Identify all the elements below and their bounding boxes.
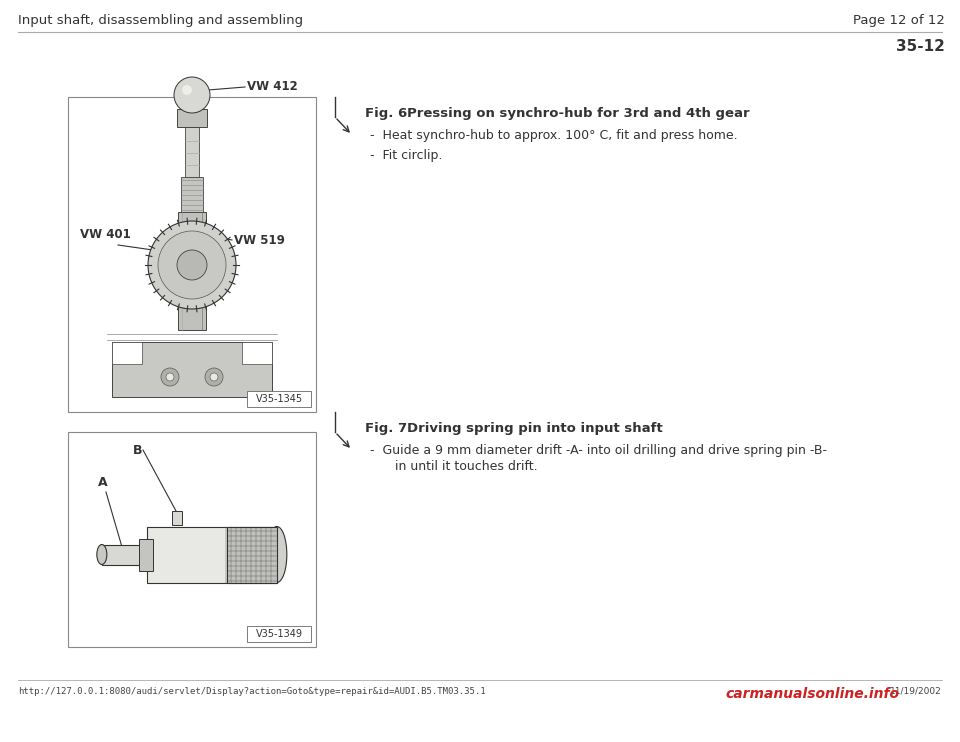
Bar — [147, 527, 276, 582]
Text: -  Heat synchro-hub to approx. 100° C, fit and press home.: - Heat synchro-hub to approx. 100° C, fi… — [370, 129, 737, 142]
Bar — [178, 212, 206, 330]
Bar — [177, 109, 207, 127]
Text: Input shaft, disassembling and assembling: Input shaft, disassembling and assemblin… — [18, 14, 303, 27]
Bar — [185, 127, 199, 177]
Circle shape — [210, 373, 218, 381]
Bar — [242, 342, 272, 364]
Bar — [172, 510, 181, 525]
Ellipse shape — [97, 545, 107, 565]
Circle shape — [158, 231, 226, 299]
Circle shape — [166, 373, 174, 381]
Text: 11/19/2002: 11/19/2002 — [890, 687, 942, 696]
Text: Pressing on synchro-hub for 3rd and 4th gear: Pressing on synchro-hub for 3rd and 4th … — [407, 107, 750, 120]
Bar — [181, 177, 203, 212]
Text: VW 519: VW 519 — [234, 234, 285, 246]
Circle shape — [177, 250, 207, 280]
Bar — [227, 527, 276, 582]
Bar — [112, 342, 272, 397]
Text: A: A — [98, 476, 108, 488]
Text: Driving spring pin into input shaft: Driving spring pin into input shaft — [407, 422, 662, 435]
Bar — [68, 97, 316, 412]
Text: VW 412: VW 412 — [247, 80, 298, 93]
Text: in until it touches drift.: in until it touches drift. — [383, 460, 538, 473]
Circle shape — [182, 85, 192, 95]
Text: Fig. 6: Fig. 6 — [365, 107, 407, 120]
Text: http://127.0.0.1:8080/audi/servlet/Display?action=Goto&type=repair&id=AUDI.B5.TM: http://127.0.0.1:8080/audi/servlet/Displ… — [18, 687, 486, 696]
Text: V35-1345: V35-1345 — [255, 394, 302, 404]
Ellipse shape — [267, 527, 287, 582]
Circle shape — [148, 221, 236, 309]
Text: 35-12: 35-12 — [896, 39, 945, 54]
Circle shape — [161, 368, 179, 386]
Text: carmanualsonline.info: carmanualsonline.info — [725, 687, 899, 701]
Text: -  Guide a 9 mm diameter drift -A- into oil drilling and drive spring pin -B-: - Guide a 9 mm diameter drift -A- into o… — [370, 444, 827, 457]
Text: VW 401: VW 401 — [80, 229, 131, 241]
Text: B: B — [133, 444, 142, 456]
Bar — [139, 539, 153, 571]
Bar — [112, 342, 142, 364]
Text: -  Fit circlip.: - Fit circlip. — [370, 149, 443, 162]
Bar — [68, 432, 316, 647]
Bar — [247, 626, 311, 642]
Text: Fig. 7: Fig. 7 — [365, 422, 407, 435]
Bar — [227, 527, 276, 582]
Circle shape — [174, 77, 210, 113]
Text: Page 12 of 12: Page 12 of 12 — [853, 14, 945, 27]
Bar — [247, 391, 311, 407]
Text: V35-1349: V35-1349 — [255, 629, 302, 639]
Bar — [102, 545, 147, 565]
Circle shape — [205, 368, 223, 386]
